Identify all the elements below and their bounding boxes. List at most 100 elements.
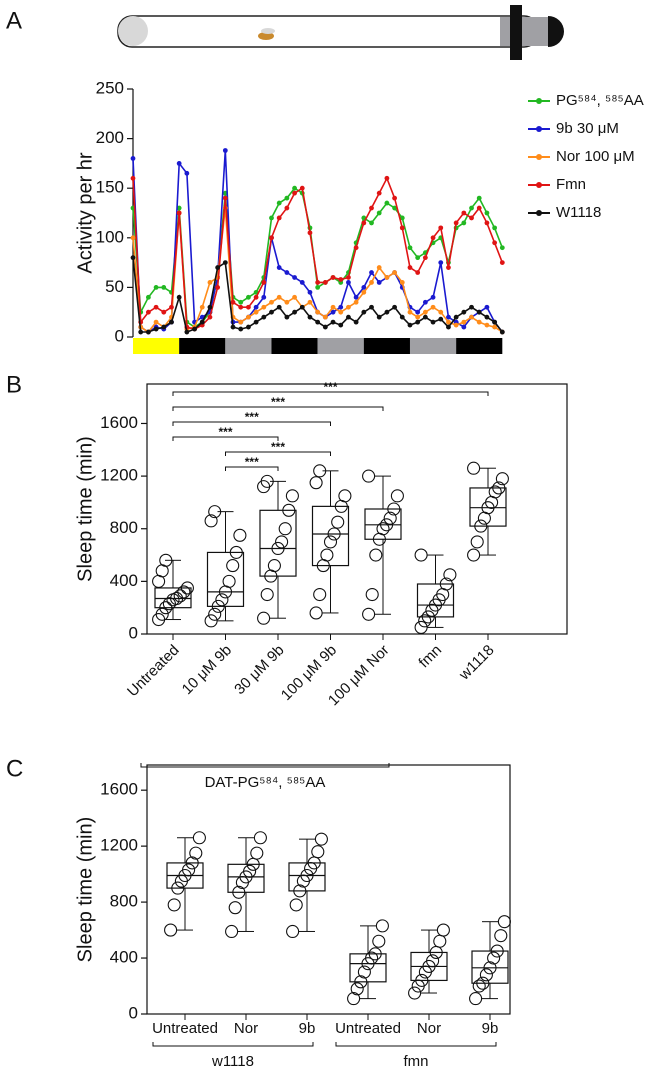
- data-point: [208, 505, 222, 519]
- data-point: [479, 968, 493, 982]
- data-point: [422, 299, 428, 305]
- data-point: [422, 309, 428, 315]
- data-point: [392, 195, 397, 201]
- data-point: [399, 314, 405, 320]
- data-point: [415, 309, 421, 315]
- y-tick-label: 0: [115, 326, 124, 345]
- data-point: [446, 324, 451, 330]
- significance-bracket: [225, 466, 279, 471]
- data-point: [276, 294, 282, 300]
- data-point: [284, 314, 290, 320]
- data-point: [361, 220, 367, 226]
- data-point: [384, 200, 390, 206]
- data-point: [253, 309, 259, 315]
- data-point: [182, 863, 196, 877]
- data-point: [499, 245, 505, 251]
- light-dark-bar: [271, 338, 318, 354]
- data-point: [492, 324, 498, 330]
- data-point: [430, 294, 436, 300]
- data-point: [361, 289, 367, 295]
- light-dark-bar: [317, 338, 364, 354]
- data-point: [292, 190, 297, 196]
- significance-bracket: [225, 451, 331, 456]
- legend-label: Nor 100 μM: [556, 148, 635, 165]
- data-point: [494, 929, 508, 943]
- data-point: [215, 593, 229, 607]
- data-point: [176, 210, 182, 216]
- panel-label: B: [6, 371, 22, 398]
- box: [469, 487, 507, 527]
- data-point: [376, 314, 382, 320]
- data-point: [362, 469, 376, 483]
- data-point: [161, 309, 167, 315]
- data-point: [392, 270, 397, 275]
- data-point: [243, 864, 257, 878]
- y-axis-label: Sleep time (min): [74, 436, 96, 582]
- data-point: [422, 255, 428, 261]
- data-point: [260, 587, 274, 602]
- data-point: [467, 548, 481, 562]
- data-point: [497, 915, 511, 929]
- significance-label: ***: [271, 440, 285, 454]
- data-point: [299, 304, 305, 310]
- data-point: [474, 519, 488, 533]
- data-point: [292, 309, 297, 315]
- box: [364, 508, 402, 540]
- data-point: [346, 304, 351, 310]
- data-point: [461, 309, 467, 315]
- data-point: [392, 304, 397, 310]
- y-tick-label: 100: [96, 227, 124, 246]
- y-tick-label: 150: [96, 178, 124, 197]
- data-point: [387, 502, 401, 516]
- data-point: [176, 161, 182, 166]
- data-point: [414, 620, 428, 634]
- data-point: [443, 568, 457, 582]
- box: [259, 509, 297, 577]
- data-point: [189, 846, 203, 860]
- data-point: [492, 240, 498, 246]
- data-point: [476, 319, 482, 325]
- y-tick-label: 1200: [100, 466, 138, 485]
- data-point: [384, 275, 390, 280]
- data-point: [145, 294, 151, 300]
- data-point: [171, 881, 185, 895]
- data-point: [327, 527, 341, 541]
- x-tick-label: 9b: [299, 1020, 316, 1037]
- data-point: [472, 979, 486, 993]
- data-point: [215, 265, 221, 270]
- data-point: [161, 324, 167, 330]
- x-tick-label: fmn: [415, 642, 445, 672]
- data-point: [384, 309, 390, 315]
- y-tick-label: 1600: [100, 413, 138, 432]
- data-point: [315, 309, 321, 315]
- data-point: [230, 299, 236, 305]
- data-point: [269, 235, 274, 241]
- data-point: [300, 868, 314, 883]
- data-point: [192, 326, 197, 332]
- data-point: [261, 314, 267, 320]
- significance-bracket: [172, 436, 279, 441]
- legend-marker: [536, 182, 542, 188]
- light-dark-bar: [133, 338, 180, 354]
- data-point: [271, 541, 285, 556]
- box: [154, 587, 192, 609]
- data-point: [461, 220, 467, 226]
- x-tick-label: Nor: [234, 1020, 258, 1037]
- data-point: [469, 992, 483, 1006]
- data-point: [350, 982, 364, 996]
- significance-bracket: [172, 406, 384, 411]
- data-point: [433, 934, 447, 948]
- y-tick-label: 250: [96, 78, 124, 97]
- legend-label: W1118: [556, 204, 601, 221]
- light-dark-bar: [363, 338, 410, 354]
- data-point: [376, 190, 382, 196]
- data-point: [204, 614, 218, 628]
- data-point: [354, 975, 368, 989]
- data-point: [269, 215, 274, 221]
- y-tick-label: 800: [110, 892, 138, 911]
- data-point: [307, 289, 313, 295]
- y-axis-label: Sleep time (min): [74, 817, 96, 963]
- legend-marker: [536, 98, 542, 104]
- data-point: [492, 481, 506, 495]
